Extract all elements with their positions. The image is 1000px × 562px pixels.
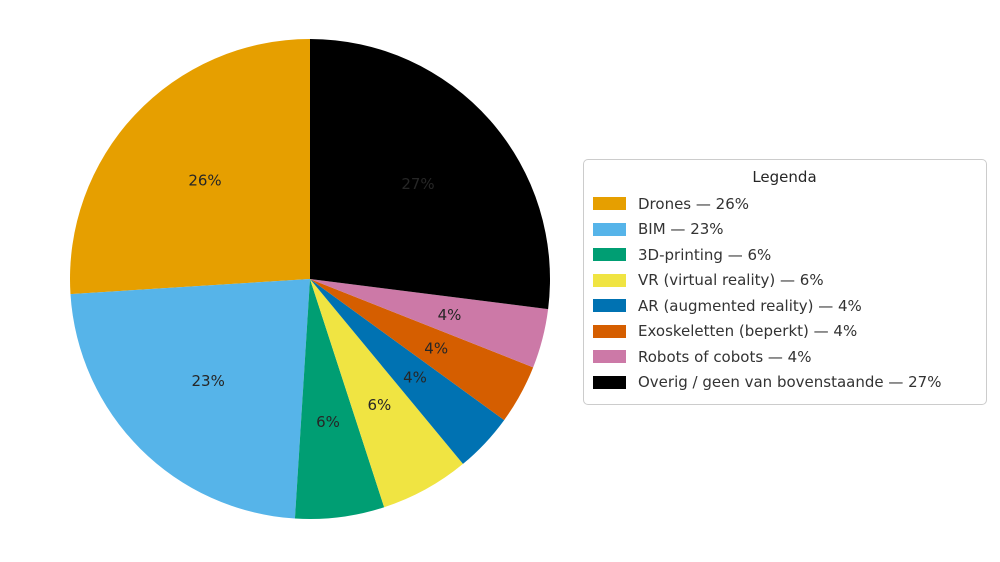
pie-slice-overig-geen-van-bovenstaande [310,39,551,310]
legend-item: 3D-printing — 6% [593,242,976,268]
legend-swatch [593,248,626,262]
pie-percent-label: 26% [188,171,221,189]
legend-item: BIM — 23% [593,217,976,243]
legend-item-label: Robots of cobots — 4% [638,347,812,366]
legend-item: Overig / geen van bovenstaande — 27% [593,370,976,396]
pie-percent-label: 6% [368,396,392,414]
legend-swatch [593,222,626,236]
legend-item: AR (augmented reality) — 4% [593,293,976,319]
legend-item-label: Exoskeletten (beperkt) — 4% [638,322,858,341]
legend-rows: Drones — 26% BIM — 23% 3D-printing — 6% VR … [593,191,976,395]
pie-slice-drones [69,39,310,295]
pie-percent-label: 27% [401,175,434,193]
legend-item: Exoskeletten (beperkt) — 4% [593,319,976,345]
legend: Legenda Drones — 26% BIM — 23% 3D-printing… [583,159,987,405]
pie-percent-labels-group: 26% 23% 6% 6% 4% 4% 4% 27% [188,171,461,431]
pie-slice-3d-printing [294,279,385,520]
pie-percent-label: 23% [192,372,225,390]
legend-item-label: BIM — 23% [638,220,724,239]
pie-slice-robots-of-cobots [310,279,549,368]
pie-percent-label: 4% [438,306,462,324]
legend-item-label: Overig / geen van bovenstaande — 27% [638,373,942,392]
legend-swatch [593,273,626,287]
pie-percent-label: 4% [424,339,448,357]
legend-swatch [593,350,626,364]
legend-item: Robots of cobots — 4% [593,344,976,370]
legend-swatch [593,299,626,313]
pie-slice-exoskeletten-beperkt [310,279,534,421]
legend-title: Legenda [752,168,817,186]
pie-percent-label: 4% [403,369,427,387]
legend-item-label: 3D-printing — 6% [638,245,772,264]
pie-slice-bim [70,279,310,519]
pie-slice-vr-virtual-reality [310,279,463,508]
pie-slices-group [69,39,551,520]
legend-item-label: Drones — 26% [638,194,749,213]
legend-item-label: AR (augmented reality) — 4% [638,296,862,315]
pie-percent-label: 6% [316,413,340,431]
legend-swatch [593,375,626,389]
legend-item-label: VR (virtual reality) — 6% [638,271,824,290]
legend-item: VR (virtual reality) — 6% [593,268,976,294]
legend-swatch [593,197,626,211]
legend-swatch [593,324,626,338]
pie-slice-ar-augmented-reality [310,279,505,464]
legend-item: Drones — 26% [593,191,976,217]
